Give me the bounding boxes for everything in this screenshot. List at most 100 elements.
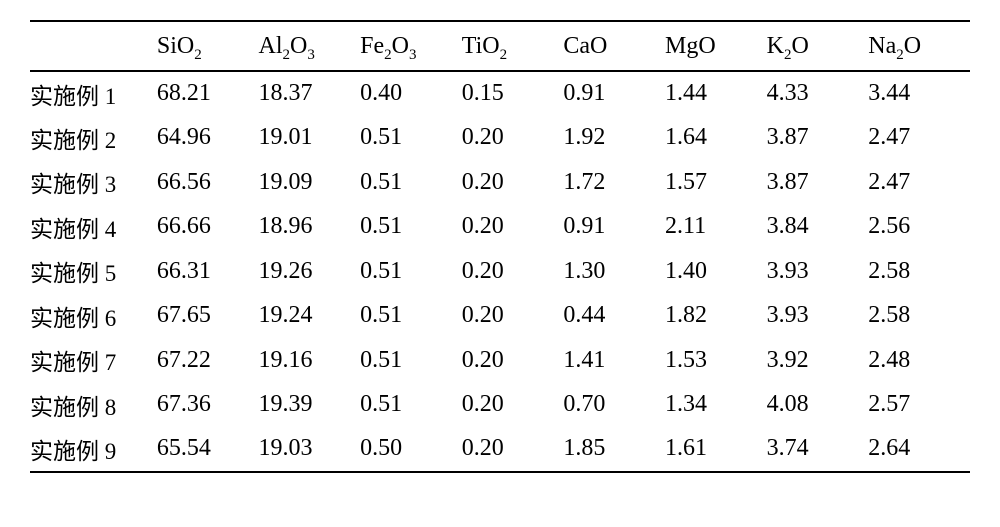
table-cell: 1.40 [665, 249, 767, 294]
table-cell: 0.91 [563, 71, 665, 116]
table-cell: 1.92 [563, 116, 665, 161]
table-header-cell-na2o: Na2O [868, 21, 970, 71]
table-row: 实施例 6 67.65 19.24 0.51 0.20 0.44 1.82 3.… [30, 294, 970, 339]
table-header-cell-al2o3: Al2O3 [259, 21, 361, 71]
table-body: 实施例 1 68.21 18.37 0.40 0.15 0.91 1.44 4.… [30, 71, 970, 472]
table-cell: 66.56 [157, 160, 259, 205]
table-cell: 19.26 [259, 249, 361, 294]
table-cell: 0.20 [462, 383, 564, 428]
table-row: 实施例 8 67.36 19.39 0.51 0.20 0.70 1.34 4.… [30, 383, 970, 428]
table-cell: 67.22 [157, 338, 259, 383]
table-cell: 68.21 [157, 71, 259, 116]
table-cell: 19.03 [259, 427, 361, 472]
table-cell: 1.85 [563, 427, 665, 472]
table-cell: 2.47 [868, 116, 970, 161]
table-cell: 2.47 [868, 160, 970, 205]
table-cell: 19.01 [259, 116, 361, 161]
table-header: SiO2 Al2O3 Fe2O3 TiO2 CaO MgO K2O Na2O [30, 21, 970, 71]
table-cell: 3.93 [767, 294, 869, 339]
table-cell: 1.44 [665, 71, 767, 116]
table-cell: 3.87 [767, 160, 869, 205]
table-row-label: 实施例 4 [30, 205, 157, 250]
table-row-label: 实施例 5 [30, 249, 157, 294]
table-cell: 0.15 [462, 71, 564, 116]
table-cell: 2.48 [868, 338, 970, 383]
table-cell: 1.34 [665, 383, 767, 428]
table-cell: 67.36 [157, 383, 259, 428]
table-cell: 4.08 [767, 383, 869, 428]
table-cell: 0.51 [360, 338, 462, 383]
table-cell: 0.20 [462, 427, 564, 472]
table-header-cell-mgo: MgO [665, 21, 767, 71]
table-cell: 3.92 [767, 338, 869, 383]
table-cell: 2.56 [868, 205, 970, 250]
table-cell: 0.20 [462, 160, 564, 205]
table-row: 实施例 1 68.21 18.37 0.40 0.15 0.91 1.44 4.… [30, 71, 970, 116]
table-header-row: SiO2 Al2O3 Fe2O3 TiO2 CaO MgO K2O Na2O [30, 21, 970, 71]
table-cell: 19.16 [259, 338, 361, 383]
table-cell: 2.11 [665, 205, 767, 250]
table-row: 实施例 7 67.22 19.16 0.51 0.20 1.41 1.53 3.… [30, 338, 970, 383]
table-cell: 67.65 [157, 294, 259, 339]
table-row-label: 实施例 8 [30, 383, 157, 428]
table-cell: 0.20 [462, 294, 564, 339]
table-cell: 0.51 [360, 383, 462, 428]
table-cell: 66.66 [157, 205, 259, 250]
table-cell: 65.54 [157, 427, 259, 472]
table-header-cell-k2o: K2O [767, 21, 869, 71]
table-row: 实施例 4 66.66 18.96 0.51 0.20 0.91 2.11 3.… [30, 205, 970, 250]
table-cell: 0.51 [360, 160, 462, 205]
table-cell: 2.58 [868, 294, 970, 339]
table-row: 实施例 2 64.96 19.01 0.51 0.20 1.92 1.64 3.… [30, 116, 970, 161]
table-row-label: 实施例 7 [30, 338, 157, 383]
table-cell: 3.84 [767, 205, 869, 250]
table-row-label: 实施例 3 [30, 160, 157, 205]
table-cell: 1.72 [563, 160, 665, 205]
table-header-cell-sio2: SiO2 [157, 21, 259, 71]
table-header-cell-blank [30, 21, 157, 71]
table-cell: 1.30 [563, 249, 665, 294]
table-cell: 0.51 [360, 116, 462, 161]
table-cell: 3.93 [767, 249, 869, 294]
table-header-cell-fe2o3: Fe2O3 [360, 21, 462, 71]
table-cell: 64.96 [157, 116, 259, 161]
table-cell: 1.53 [665, 338, 767, 383]
table-cell: 1.61 [665, 427, 767, 472]
table-header-cell-tio2: TiO2 [462, 21, 564, 71]
table-cell: 0.44 [563, 294, 665, 339]
table-cell: 0.20 [462, 205, 564, 250]
composition-table-container: SiO2 Al2O3 Fe2O3 TiO2 CaO MgO K2O Na2O 实… [0, 0, 1000, 527]
table-cell: 1.41 [563, 338, 665, 383]
table-cell: 3.44 [868, 71, 970, 116]
table-cell: 0.20 [462, 249, 564, 294]
table-cell: 0.51 [360, 294, 462, 339]
table-row-label: 实施例 1 [30, 71, 157, 116]
table-cell: 18.96 [259, 205, 361, 250]
table-row: 实施例 3 66.56 19.09 0.51 0.20 1.72 1.57 3.… [30, 160, 970, 205]
table-row: 实施例 9 65.54 19.03 0.50 0.20 1.85 1.61 3.… [30, 427, 970, 472]
table-cell: 18.37 [259, 71, 361, 116]
table-cell: 66.31 [157, 249, 259, 294]
table-cell: 2.58 [868, 249, 970, 294]
table-cell: 2.64 [868, 427, 970, 472]
table-row-label: 实施例 2 [30, 116, 157, 161]
table-cell: 4.33 [767, 71, 869, 116]
table-cell: 0.40 [360, 71, 462, 116]
table-row-label: 实施例 6 [30, 294, 157, 339]
table-cell: 19.09 [259, 160, 361, 205]
table-cell: 0.51 [360, 205, 462, 250]
table-row-label: 实施例 9 [30, 427, 157, 472]
table-row: 实施例 5 66.31 19.26 0.51 0.20 1.30 1.40 3.… [30, 249, 970, 294]
table-cell: 19.39 [259, 383, 361, 428]
table-cell: 0.20 [462, 116, 564, 161]
table-cell: 0.70 [563, 383, 665, 428]
table-cell: 3.74 [767, 427, 869, 472]
table-cell: 1.57 [665, 160, 767, 205]
table-cell: 0.50 [360, 427, 462, 472]
table-header-cell-cao: CaO [563, 21, 665, 71]
table-cell: 0.91 [563, 205, 665, 250]
composition-table: SiO2 Al2O3 Fe2O3 TiO2 CaO MgO K2O Na2O 实… [30, 20, 970, 473]
table-cell: 3.87 [767, 116, 869, 161]
table-cell: 19.24 [259, 294, 361, 339]
table-cell: 1.64 [665, 116, 767, 161]
